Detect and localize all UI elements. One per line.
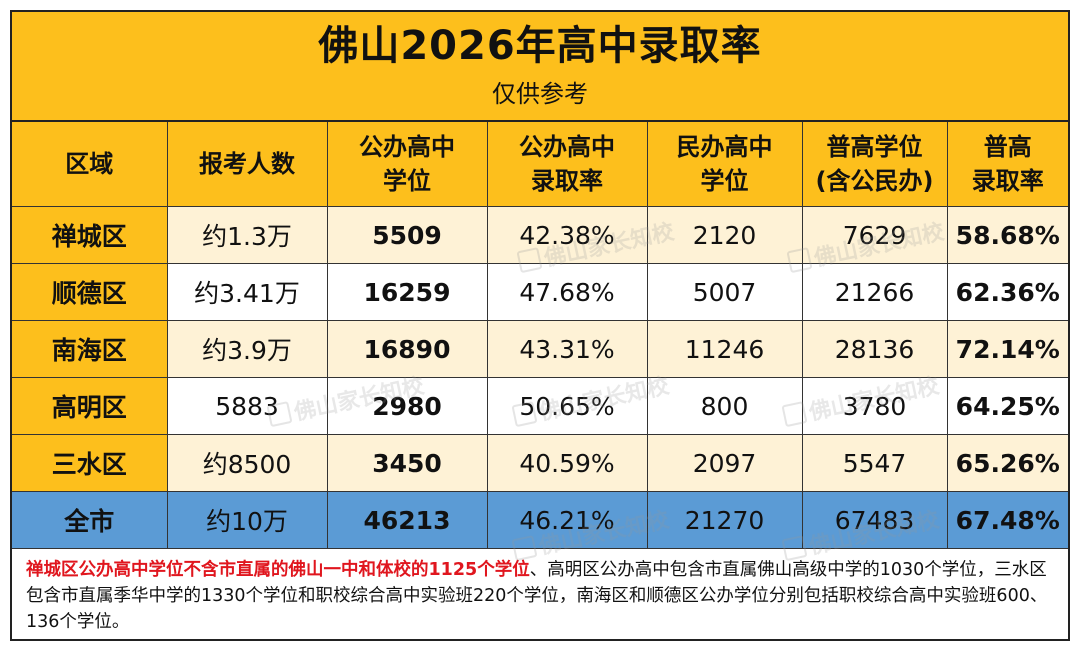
total-seats-cell: 67483 xyxy=(801,491,948,549)
total-seats-cell: 21266 xyxy=(801,263,948,321)
applicants-cell: 约8500 xyxy=(166,434,328,492)
header-applicants: 报考人数 xyxy=(166,122,328,207)
private-seats-cell: 2097 xyxy=(646,434,803,492)
applicants-cell: 约10万 xyxy=(166,491,328,549)
total-seats-cell: 7629 xyxy=(801,206,948,264)
total-rate-cell: 64.25% xyxy=(946,377,1068,435)
public-seats-cell: 16890 xyxy=(326,320,488,378)
title-block: 佛山2026年高中录取率 仅供参考 xyxy=(12,12,1068,122)
region-cell: 全市 xyxy=(12,491,168,549)
page-title: 佛山2026年高中录取率 xyxy=(318,23,762,69)
table-row: 三水区 约8500 3450 40.59% 2097 5547 65.26% xyxy=(12,434,1068,492)
table-row: 高明区 5883 2980 50.65% 800 3780 64.25% xyxy=(12,377,1068,435)
table-row: 禅城区 约1.3万 5509 42.38% 2120 7629 58.68% xyxy=(12,206,1068,264)
private-seats-cell: 21270 xyxy=(646,491,803,549)
table-header-row: 区域 报考人数 公办高中 学位 公办高中 录取率 民办高中 学位 普高学位 (含公民办)… xyxy=(12,122,1068,207)
region-cell: 南海区 xyxy=(12,320,168,378)
total-seats-cell: 28136 xyxy=(801,320,948,378)
public-rate-cell: 50.65% xyxy=(486,377,648,435)
header-public-seats: 公办高中 学位 xyxy=(326,122,488,207)
public-seats-cell: 46213 xyxy=(326,491,488,549)
public-seats-cell: 16259 xyxy=(326,263,488,321)
admission-rate-sheet: 佛山2026年高中录取率 仅供参考 区域 报考人数 公办高中 学位 公办高中 录取率… xyxy=(10,10,1070,641)
region-cell: 顺德区 xyxy=(12,263,168,321)
applicants-cell: 5883 xyxy=(166,377,328,435)
header-region: 区域 xyxy=(12,122,168,207)
public-seats-cell: 5509 xyxy=(326,206,488,264)
footnote: 禅城区公办高中学位不含市直属的佛山一中和体校的1125个学位、高明区公办高中包含… xyxy=(12,549,1068,635)
total-row: 全市 约10万 46213 46.21% 21270 67483 67.48% xyxy=(12,491,1068,549)
private-seats-cell: 11246 xyxy=(646,320,803,378)
total-seats-cell: 3780 xyxy=(801,377,948,435)
total-rate-cell: 65.26% xyxy=(946,434,1068,492)
public-rate-cell: 43.31% xyxy=(486,320,648,378)
public-seats-cell: 2980 xyxy=(326,377,488,435)
header-total-seats: 普高学位 (含公民办) xyxy=(801,122,948,207)
public-rate-cell: 42.38% xyxy=(486,206,648,264)
public-rate-cell: 46.21% xyxy=(486,491,648,549)
total-rate-cell: 58.68% xyxy=(946,206,1068,264)
table-row: 顺德区 约3.41万 16259 47.68% 5007 21266 62.36… xyxy=(12,263,1068,321)
total-rate-cell: 62.36% xyxy=(946,263,1068,321)
region-cell: 禅城区 xyxy=(12,206,168,264)
header-public-rate: 公办高中 录取率 xyxy=(486,122,648,207)
private-seats-cell: 800 xyxy=(646,377,803,435)
page-subtitle: 仅供参考 xyxy=(492,80,588,108)
applicants-cell: 约1.3万 xyxy=(166,206,328,264)
admission-table: 区域 报考人数 公办高中 学位 公办高中 录取率 民办高中 学位 普高学位 (含公民办)… xyxy=(12,122,1068,549)
public-seats-cell: 3450 xyxy=(326,434,488,492)
public-rate-cell: 47.68% xyxy=(486,263,648,321)
region-cell: 三水区 xyxy=(12,434,168,492)
table-row: 南海区 约3.9万 16890 43.31% 11246 28136 72.14… xyxy=(12,320,1068,378)
region-cell: 高明区 xyxy=(12,377,168,435)
applicants-cell: 约3.41万 xyxy=(166,263,328,321)
header-total-rate: 普高 录取率 xyxy=(946,122,1068,207)
header-private-seats: 民办高中 学位 xyxy=(646,122,803,207)
applicants-cell: 约3.9万 xyxy=(166,320,328,378)
total-seats-cell: 5547 xyxy=(801,434,948,492)
footnote-text: 、高明区公办高中包含市直属佛山高级中学的1030个学位，三水区包含市直属季华中学… xyxy=(26,560,1048,632)
total-rate-cell: 67.48% xyxy=(946,491,1068,549)
public-rate-cell: 40.59% xyxy=(486,434,648,492)
private-seats-cell: 2120 xyxy=(646,206,803,264)
footnote-highlight: 禅城区公办高中学位不含市直属的佛山一中和体校的1125个学位 xyxy=(26,560,530,580)
total-rate-cell: 72.14% xyxy=(946,320,1068,378)
private-seats-cell: 5007 xyxy=(646,263,803,321)
